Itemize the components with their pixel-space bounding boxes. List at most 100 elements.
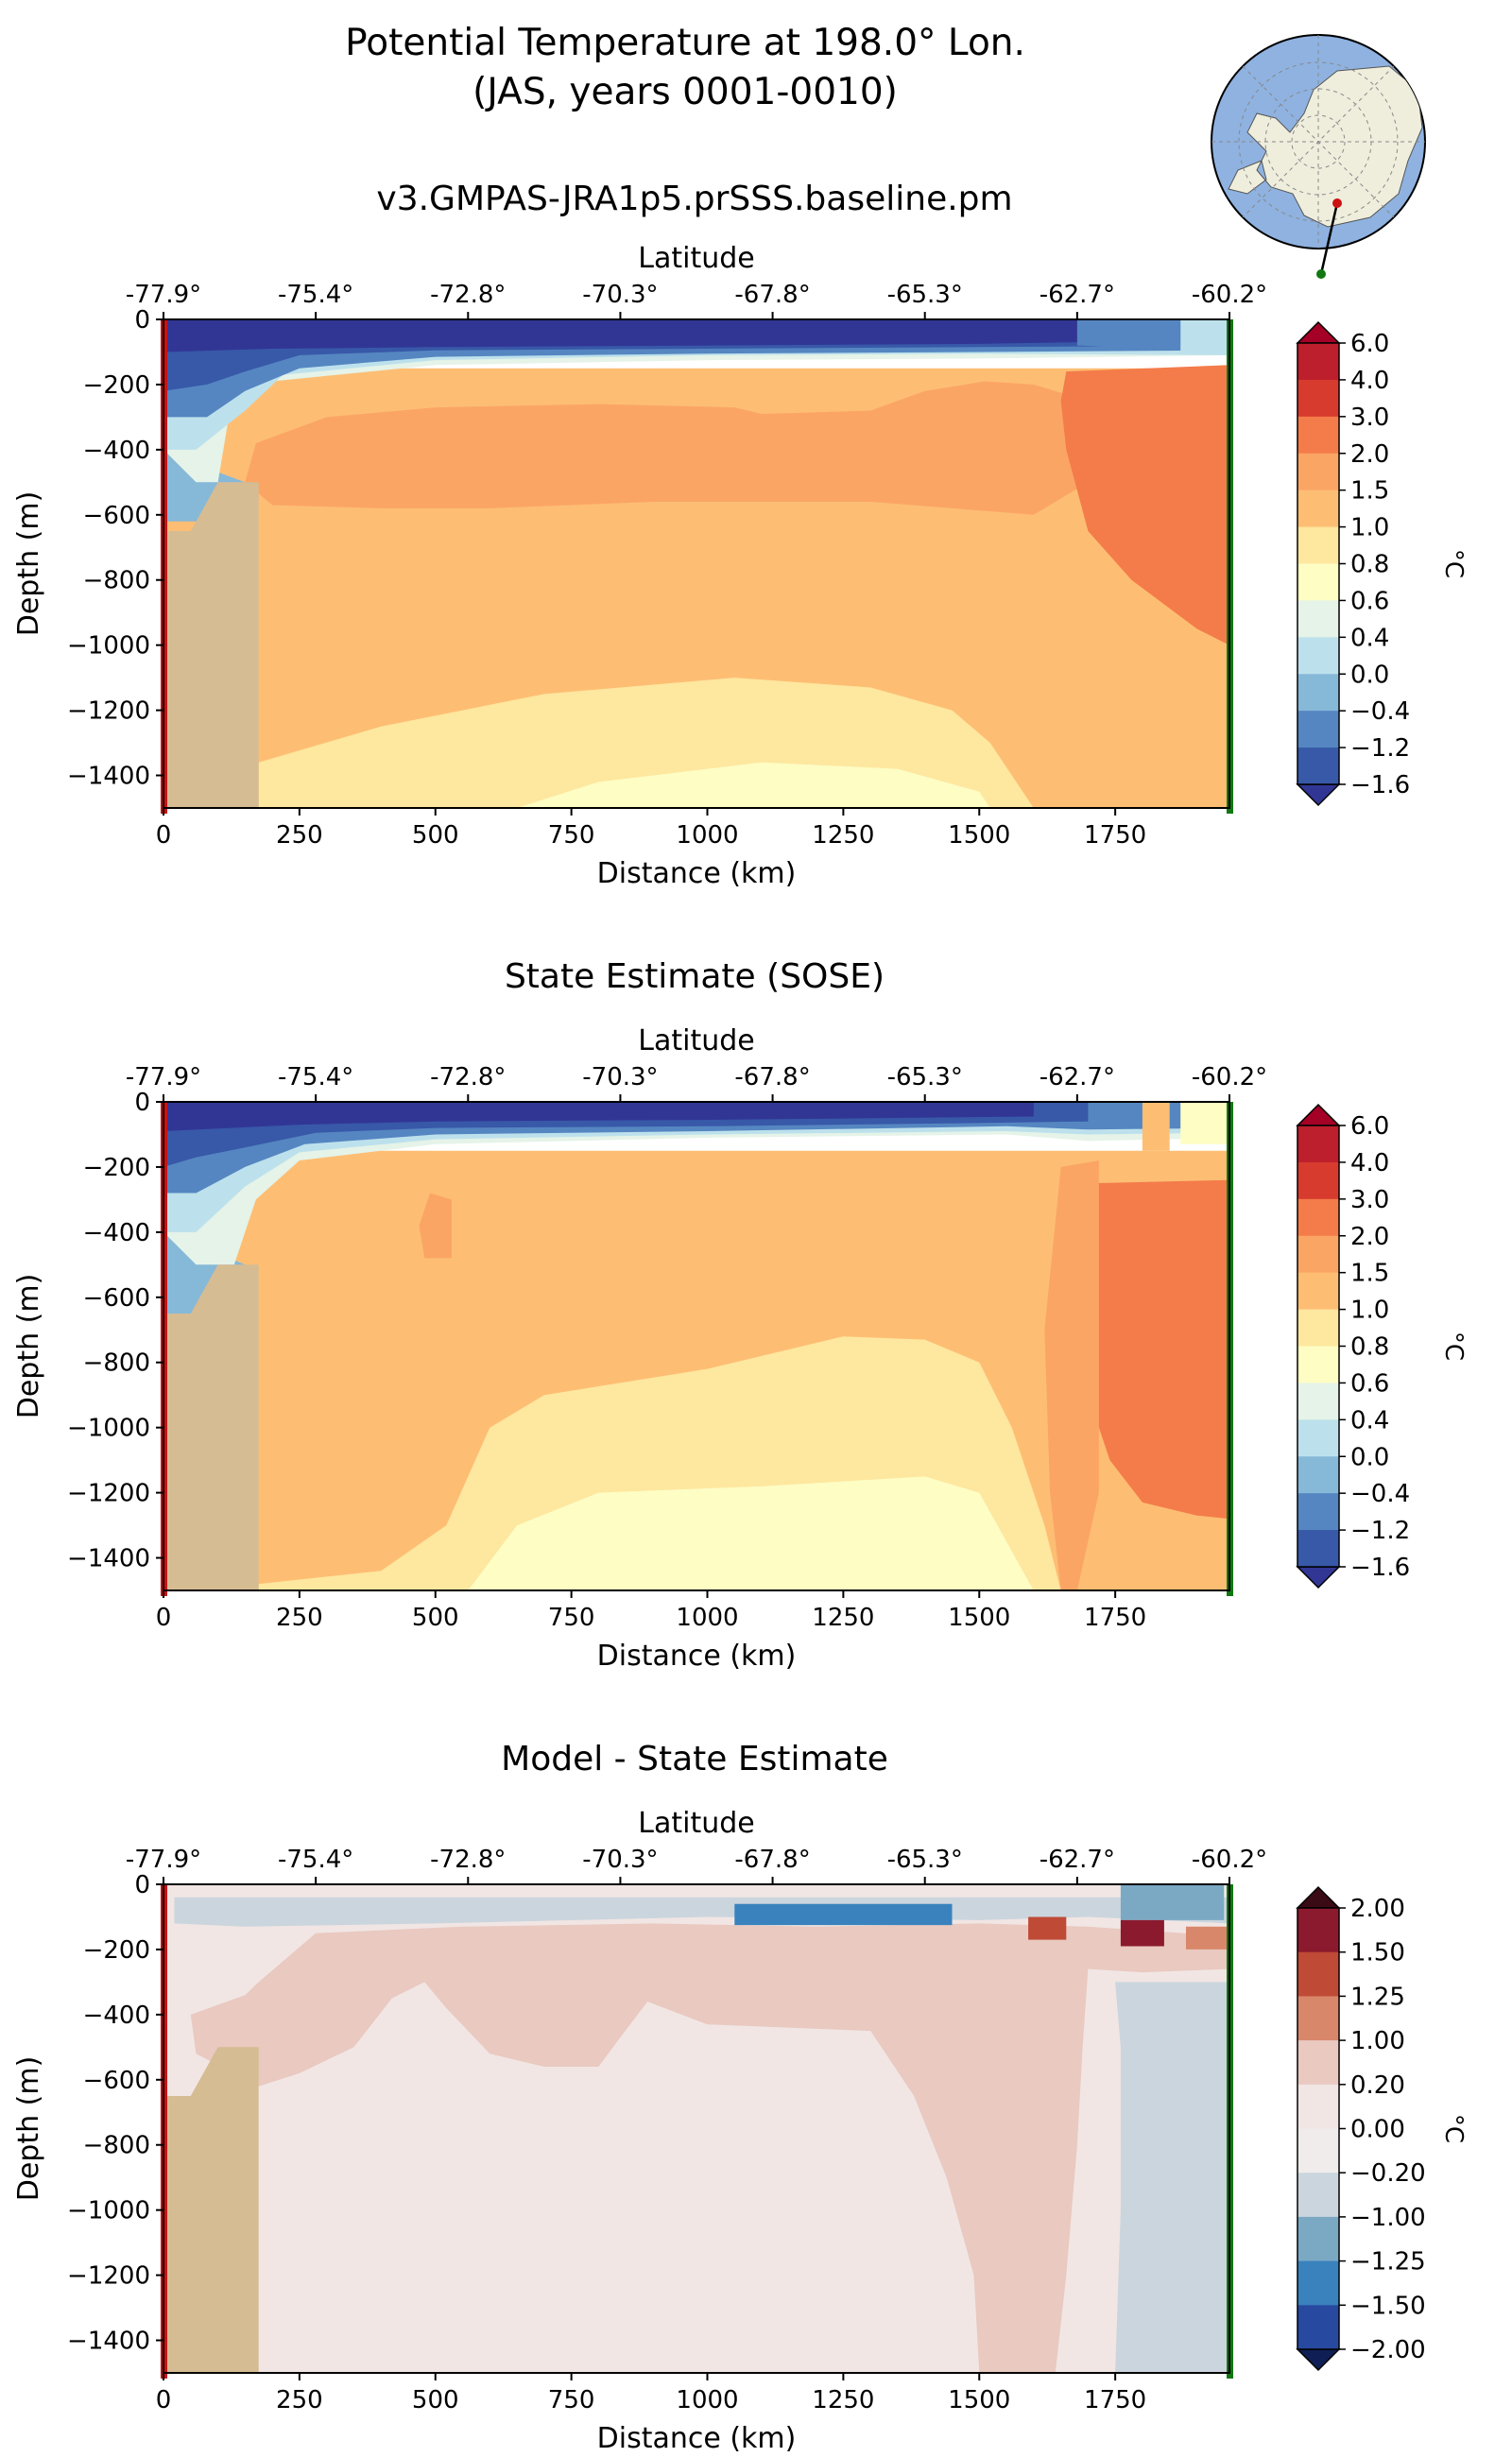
colorbar-swatch (1297, 490, 1339, 528)
panel-title: Model - State Estimate (501, 1740, 888, 1778)
y-tick-label: −400 (83, 1219, 150, 1247)
y-tick-label: −200 (83, 371, 150, 400)
colorbar-swatch (1297, 2216, 1339, 2262)
x-tick-label: 500 (412, 2386, 459, 2414)
colorbar-swatch (1297, 1346, 1339, 1383)
lat-tick-label: -65.3° (887, 1846, 963, 1874)
lat-tick-label: -75.4° (278, 1846, 353, 1874)
contour-region (1060, 365, 1229, 645)
colorbar-swatch (1297, 1235, 1339, 1274)
colorbar-swatch (1297, 343, 1339, 381)
y-tick-label: −1400 (67, 763, 150, 791)
lat-tick-label: -60.2° (1192, 281, 1267, 309)
colorbar-swatch (1297, 563, 1339, 601)
top-axis-label: Latitude (638, 1807, 754, 1840)
map-graticule (1211, 35, 1425, 249)
plot-frame (163, 1101, 1230, 1591)
x-axis-label: Distance (km) (597, 857, 797, 890)
x-tick-label: 1250 (812, 1604, 874, 1632)
colorbar-swatch (1297, 379, 1339, 418)
colorbar-tick-label: 3.0 (1350, 1186, 1389, 1214)
colorbar-swatch (1297, 1272, 1339, 1311)
contour-region (1120, 1884, 1225, 1920)
colorbar-tick-label: 4.0 (1350, 367, 1389, 395)
x-tick-label: 1750 (1084, 821, 1146, 850)
colorbar-swatch (1297, 526, 1339, 564)
x-tick-label: 750 (548, 2386, 595, 2414)
colorbar-tick-label: −1.6 (1350, 771, 1410, 799)
map-antarctica (1228, 65, 1423, 228)
colorbar-tick-label: 1.50 (1350, 1939, 1405, 1967)
lat-tick-label: -72.8° (430, 1846, 506, 1874)
transect-start-marker (1332, 198, 1342, 208)
colorbar-tick-label: 0.00 (1350, 2116, 1405, 2144)
colorbar-tick-label: 0.6 (1350, 1369, 1389, 1398)
x-tick-label: 750 (548, 821, 595, 850)
colorbar-tick-label: 0.0 (1350, 661, 1389, 689)
colorbar-tick-label: 2.00 (1350, 1895, 1405, 1923)
colorbar-swatch (1297, 2173, 1339, 2218)
y-tick-label: −200 (83, 1154, 150, 1182)
colorbar-tick-label: 2.0 (1350, 1223, 1389, 1251)
land-mask (163, 2047, 259, 2373)
y-tick-label: −600 (83, 2067, 150, 2095)
figure-title-line2: (JAS, years 0001-0010) (472, 71, 898, 113)
colorbar-tick-label: 0.8 (1350, 1333, 1389, 1362)
colorbar-extend-max (1296, 1885, 1341, 1909)
x-tick-label: 1500 (948, 821, 1010, 850)
contour-region (1142, 1102, 1170, 1151)
lat-tick-label: -75.4° (278, 281, 353, 309)
colorbar-tick-label: −1.25 (1350, 2248, 1426, 2277)
x-tick-label: 1500 (948, 1604, 1010, 1632)
contour-region (1186, 1926, 1229, 1950)
x-axis-label: Distance (km) (597, 2422, 797, 2455)
colorbar-tick-label: 6.0 (1350, 1112, 1389, 1141)
inset-map (1211, 34, 1426, 279)
colorbar-tick-label: 0.6 (1350, 587, 1389, 615)
x-tick-label: 0 (156, 1604, 172, 1632)
colorbar-swatch (1297, 1951, 1339, 1997)
contour-region (1115, 1982, 1229, 2373)
x-tick-label: 250 (276, 2386, 323, 2414)
y-tick-label: −1200 (67, 1480, 150, 1508)
colorbar-extend-max (1296, 1103, 1341, 1126)
colorbar-tick-label: 4.0 (1350, 1149, 1389, 1177)
y-tick-label: −1200 (67, 2262, 150, 2291)
colorbar-tick-label: −0.4 (1350, 697, 1410, 726)
colorbar-tick-label: 0.8 (1350, 551, 1389, 579)
y-tick-label: −1000 (67, 1415, 150, 1443)
colorbar-tick-label: 0.4 (1350, 624, 1389, 652)
transect-line (1319, 202, 1339, 275)
y-tick-label: 0 (134, 1871, 150, 1899)
figure-title-line1: Potential Temperature at 198.0° Lon. (345, 22, 1025, 64)
colorbar-tick-label: −0.20 (1350, 2159, 1426, 2188)
land-mask (163, 1264, 259, 1590)
contour-region (734, 1903, 953, 1926)
colorbar-swatch (1297, 1125, 1339, 1163)
x-tick-label: 250 (276, 821, 323, 850)
contour-field (163, 319, 1229, 808)
x-tick-label: 1000 (676, 1604, 738, 1632)
colorbar-label: °C (1439, 1332, 1468, 1361)
contour-field (163, 1102, 1229, 1590)
lat-tick-label: -77.9° (126, 281, 201, 309)
colorbar-swatch (1297, 1309, 1339, 1347)
colorbar-tick-label: 1.00 (1350, 2027, 1405, 2055)
y-tick-label: −800 (83, 2132, 150, 2160)
y-tick-label: 0 (134, 1089, 150, 1117)
colorbar-tick-label: −1.2 (1350, 1517, 1410, 1545)
colorbar-swatch (1297, 600, 1339, 638)
colorbar-swatch (1297, 2084, 1339, 2129)
lat-tick-label: -75.4° (278, 1063, 353, 1091)
colorbar-swatch (1297, 711, 1339, 748)
colorbar-swatch (1297, 1161, 1339, 1200)
colorbar-tick-label: 0.0 (1350, 1443, 1389, 1471)
colorbar-extend-min (1296, 1566, 1341, 1589)
colorbar-swatch (1297, 1456, 1339, 1494)
lat-tick-label: -60.2° (1192, 1846, 1267, 1874)
x-tick-label: 1250 (812, 821, 874, 850)
colorbar-label: °C (1439, 2114, 1468, 2143)
lat-tick-label: -65.3° (887, 281, 963, 309)
contour-region (1120, 1919, 1164, 1947)
